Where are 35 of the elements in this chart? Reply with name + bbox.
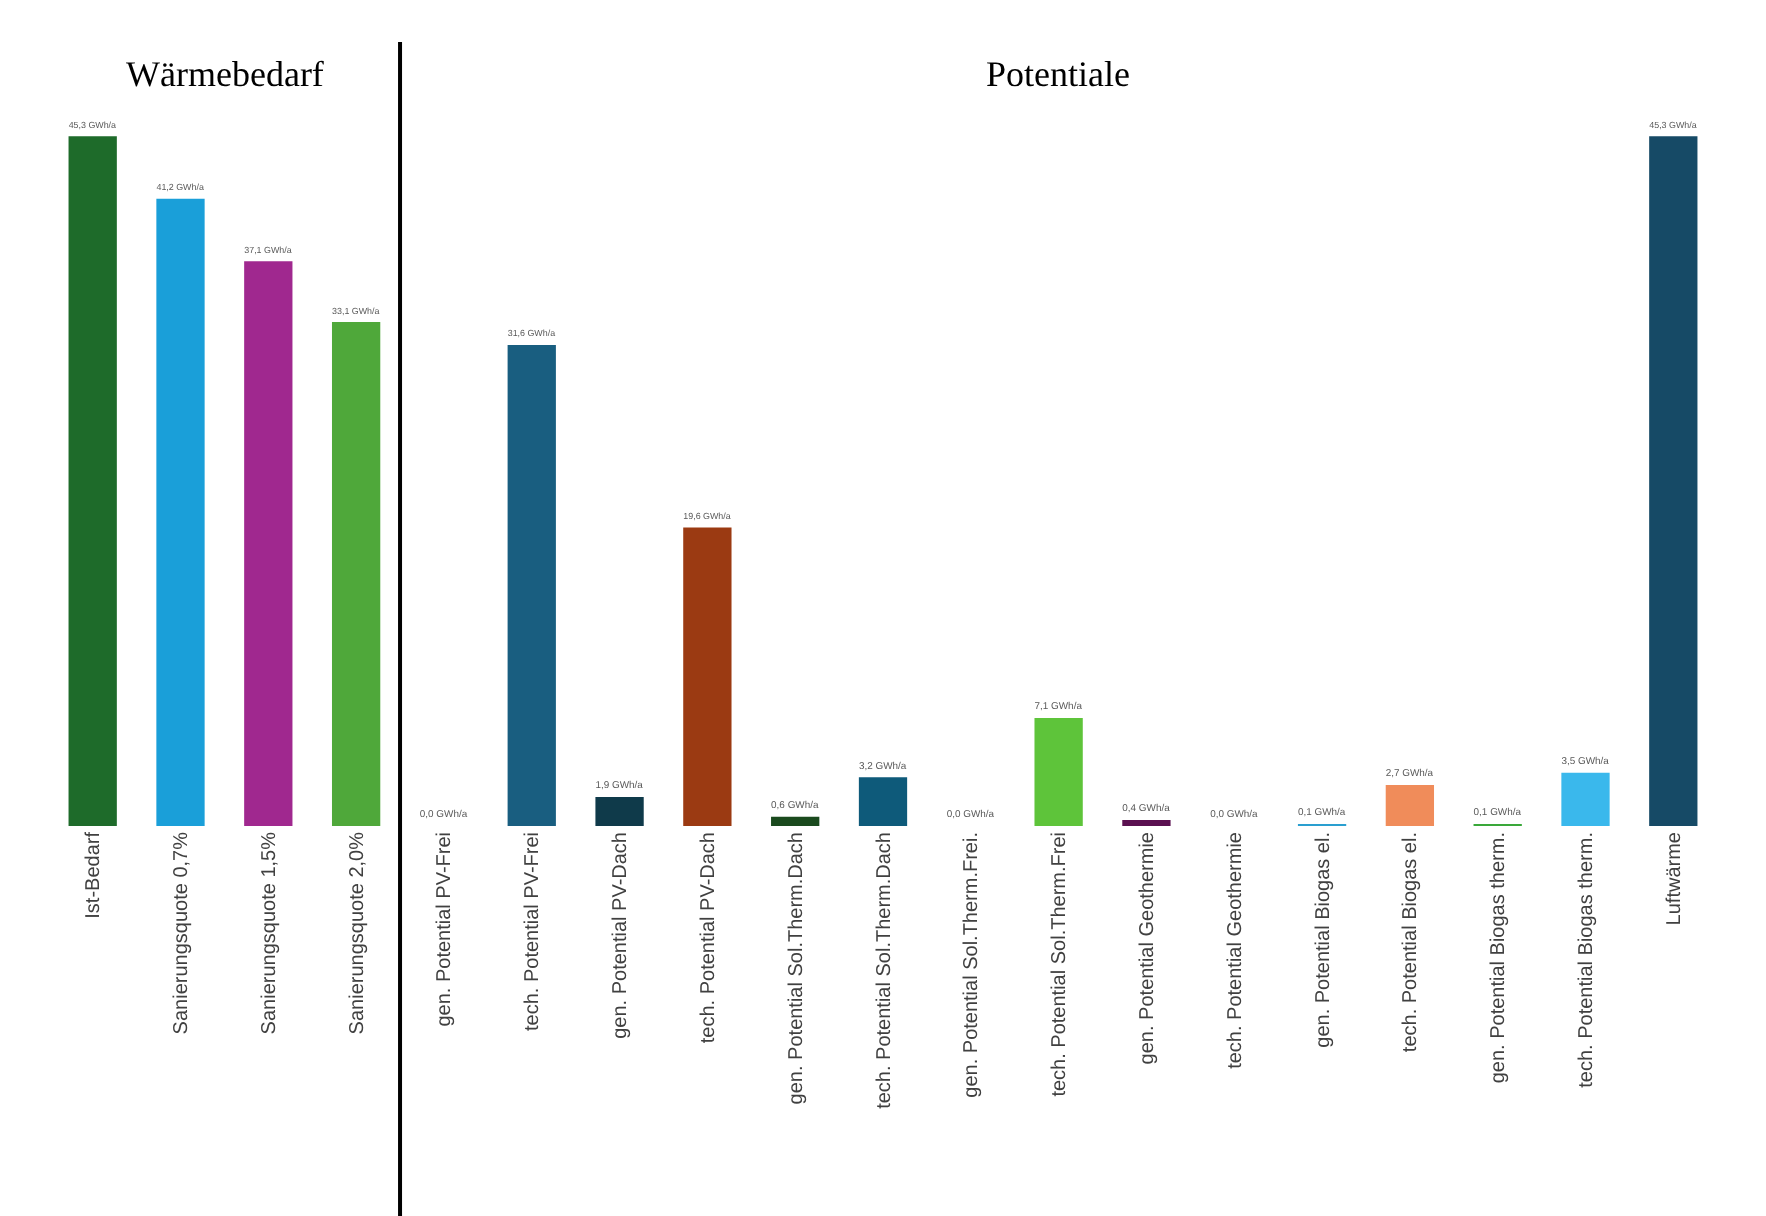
x-tick-label: tech. Potential Biogas el. bbox=[1400, 832, 1423, 1053]
bar bbox=[1034, 717, 1083, 826]
bar bbox=[1122, 819, 1171, 826]
bar bbox=[1561, 772, 1610, 826]
x-tick-label: tech. Potential Sol.Therm.Dach bbox=[873, 832, 896, 1109]
x-tick-label: Ist-Bedarf bbox=[83, 831, 106, 919]
x-tick-label: tech. Potential Geothermie bbox=[1224, 831, 1247, 1069]
x-tick-label: gen. Potential Geothermie bbox=[1136, 831, 1159, 1065]
bar bbox=[858, 777, 908, 826]
x-tick-label: gen. Potential Biogas therm. bbox=[1488, 832, 1511, 1084]
bar bbox=[68, 136, 117, 826]
text: Wärmebedarf bbox=[126, 54, 324, 94]
x-tick-label: Sanierungsquote 2,0% bbox=[346, 831, 369, 1035]
x-tick-label: gen. Potential Sol.Therm.Dach bbox=[785, 832, 808, 1105]
bar bbox=[244, 261, 293, 826]
bar bbox=[156, 198, 205, 826]
x-tick-label: tech. Potential PV-Frei bbox=[522, 832, 545, 1031]
x-tick-label: tech. Potential Sol.Therm.Frei bbox=[1049, 832, 1072, 1097]
x-tick-label: Luftwärme bbox=[1663, 831, 1686, 926]
text: Potentiale bbox=[986, 54, 1130, 94]
bar bbox=[683, 527, 732, 826]
x-tick-label: tech. Potential Biogas therm. bbox=[1576, 832, 1598, 1088]
x-tick-label: gen. Potential PV-Frei bbox=[434, 832, 457, 1027]
x-tick-label: gen. Potential Biogas el. bbox=[1312, 832, 1335, 1048]
bar bbox=[595, 797, 644, 826]
bar bbox=[771, 816, 820, 826]
bar bbox=[1649, 136, 1698, 826]
x-tick-label: tech. Potential PV-Dach bbox=[697, 832, 720, 1044]
bar bbox=[1385, 784, 1435, 826]
x-tick-label: gen. Potential Sol.Therm.Frei. bbox=[961, 832, 984, 1098]
bar bbox=[331, 322, 381, 826]
bar bbox=[507, 344, 556, 826]
x-tick-label: Sanierungsquote 1,5% bbox=[258, 831, 281, 1035]
x-tick-label: gen. Potential PV-Dach bbox=[610, 832, 633, 1039]
x-tick-label: Sanierungsquote 0,7% bbox=[171, 831, 193, 1035]
